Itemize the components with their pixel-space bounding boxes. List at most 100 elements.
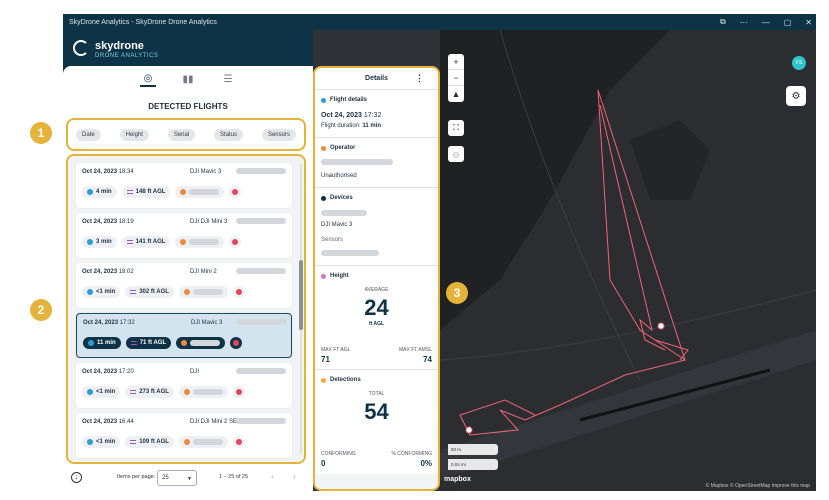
avatar[interactable]: FS: [792, 56, 806, 70]
average-value: 24: [364, 295, 389, 320]
download-icon[interactable]: ↓: [71, 472, 82, 483]
filter-date[interactable]: Date: [76, 128, 101, 141]
duration-pill: 3 min: [82, 236, 117, 248]
flight-card[interactable]: Oct 24, 2023 16:44 DJI DJI Mini 2 SE <1 mi…: [76, 413, 292, 458]
prev-page-button[interactable]: ‹: [271, 472, 274, 481]
clock-icon: [87, 239, 93, 245]
operator-redacted: [189, 239, 220, 245]
flights-panel: ◎ ▮▮ ☰ DETECTED FLIGHTS Date Height Seri…: [63, 66, 313, 491]
list-scrollbar[interactable]: [299, 160, 303, 458]
clock-icon: [88, 340, 94, 346]
altitude-icon: [130, 390, 137, 394]
flight-stats: 4 min 148 ft AGL: [82, 185, 242, 199]
flight-stats: <1 min 273 ft AGL: [82, 385, 245, 399]
person-icon: [183, 439, 190, 445]
status-shield-icon: [230, 337, 243, 349]
drone-model: DJI DJI Mini 2 SE: [190, 419, 238, 425]
flight-card[interactable]: Oct 24, 2023 17:20 DJI <1 min 273 ft AGL: [76, 363, 292, 408]
filter-height[interactable]: Height: [119, 128, 149, 141]
flight-card[interactable]: Oct 24, 2023 16:35: [76, 463, 292, 464]
flight-start-marker[interactable]: [657, 322, 665, 330]
road-area: [440, 330, 816, 480]
scale-bar-meters: 50 m: [448, 444, 498, 455]
next-page-button[interactable]: ›: [293, 472, 296, 481]
operator-redacted: [192, 439, 223, 445]
scroll-thumb[interactable]: [299, 260, 303, 330]
road-line: [579, 368, 771, 422]
flight-datetime: Oct 24, 2023 18:19: [82, 219, 134, 225]
flight-stats: <1 min 302 ft AGL: [82, 285, 245, 299]
altitude-icon: [130, 341, 137, 345]
height-section: Height AVERAGE 24 ft AGL MAX FT AGL 71 M…: [315, 266, 438, 370]
serial-redacted: [236, 218, 286, 224]
locate-button[interactable]: ◎: [448, 146, 464, 162]
operator-pill: [175, 236, 225, 248]
status-shield-icon: [232, 386, 245, 398]
height-pill: 141 ft AGL: [121, 236, 171, 248]
drone-model: DJI Mavic 3: [191, 320, 223, 326]
dot-icon: [321, 97, 326, 103]
filter-status[interactable]: Status: [214, 128, 244, 141]
flight-card[interactable]: Oct 24, 2023 18:02 DJI Mini 2 <1 min 302 ft…: [76, 263, 292, 308]
flight-card[interactable]: Oct 24, 2023 17:32 DJI Mavic 3 11 min 71 ft…: [76, 313, 292, 358]
serial-redacted: [236, 168, 286, 174]
clock-icon: [87, 389, 93, 395]
flight-end-marker[interactable]: [465, 426, 473, 434]
more-icon[interactable]: ⋯: [739, 17, 748, 27]
devices-title: Devices: [321, 195, 353, 201]
max-amsl-value: 74: [423, 355, 432, 364]
dot-icon: [321, 145, 326, 151]
cast-icon[interactable]: ⧉: [720, 17, 726, 26]
radar-tab-icon[interactable]: ◎: [140, 71, 156, 87]
dark-area: [440, 30, 670, 330]
height-pill: 71 ft AGL: [125, 337, 172, 349]
map-attribution[interactable]: © Mapbox © OpenStreetMap Improve this ma…: [703, 483, 812, 489]
compass-button[interactable]: ▲: [451, 89, 461, 99]
dot-icon: [321, 195, 326, 201]
flight-stats: 3 min 141 ft AGL: [82, 235, 242, 249]
flight-details-title: Flight details: [321, 97, 367, 103]
altitude-icon: [126, 240, 133, 244]
maximize-button[interactable]: ▢: [783, 17, 792, 27]
conforming-label: CONFORMING: [321, 451, 356, 457]
map-view[interactable]: + − ▲ ⛶ ◎ FS ⚙ 50 m 0.04 mi mapbox © Map…: [440, 30, 816, 491]
chart-tab-icon[interactable]: ▮▮: [182, 73, 194, 85]
status-shield-icon: [229, 236, 242, 248]
filter-sensors[interactable]: Sensors: [261, 128, 296, 141]
clock-icon: [87, 439, 93, 445]
flight-datetime: Oct 24, 2023 18:34: [82, 169, 134, 175]
zoom-out-button[interactable]: −: [448, 70, 464, 86]
brand-sub: DRONE ANALYTICS: [95, 53, 159, 59]
serial-redacted: [237, 319, 287, 325]
flight-card[interactable]: Oct 24, 2023 18:34 DJI Mavic 3 4 min 148 ft…: [76, 163, 292, 208]
detections-section: Detections TOTAL 54 CONFORMING 0 % CONFO…: [315, 370, 438, 474]
operator-pill: [176, 337, 226, 349]
zoom-controls: + − ▲: [448, 54, 464, 102]
page-range: 1 – 25 of 25: [219, 474, 249, 480]
conforming-value: 0: [321, 459, 326, 468]
filter-serial[interactable]: Serial: [167, 128, 196, 141]
items-per-page-select[interactable]: 25 ▼: [157, 470, 197, 486]
dark-area: [630, 120, 710, 200]
operator-pill: [178, 286, 228, 298]
details-panel: Details ⋮ Flight details Oct 24, 2023 17…: [313, 66, 440, 491]
minimize-button[interactable]: —: [761, 17, 770, 27]
close-button[interactable]: ✕: [805, 17, 812, 27]
operator-redacted: [192, 289, 223, 295]
flight-datetime: Oct 24, 2023 17:32: [83, 320, 135, 326]
altitude-icon: [130, 440, 137, 444]
drone-model: DJI Mini 2: [190, 269, 217, 275]
operator-pill: [178, 436, 228, 448]
items-per-page-label: Items per page:: [117, 474, 156, 480]
zoom-in-button[interactable]: +: [448, 54, 464, 70]
operator-pill: [178, 386, 228, 398]
fit-bounds-button[interactable]: ⛶: [448, 120, 464, 136]
settings-gear-icon[interactable]: ⚙: [786, 86, 806, 106]
sensors-redacted: [321, 250, 379, 256]
flight-card[interactable]: Oct 24, 2023 18:19 DJI DJI Mini 3 3 min 141…: [76, 213, 292, 258]
list-tab-icon[interactable]: ☰: [223, 73, 233, 85]
flight-stats: <1 min 109 ft AGL: [82, 435, 245, 449]
operator-redacted: [190, 340, 221, 346]
total-label: TOTAL: [368, 391, 385, 397]
more-vert-icon[interactable]: ⋮: [415, 73, 424, 83]
